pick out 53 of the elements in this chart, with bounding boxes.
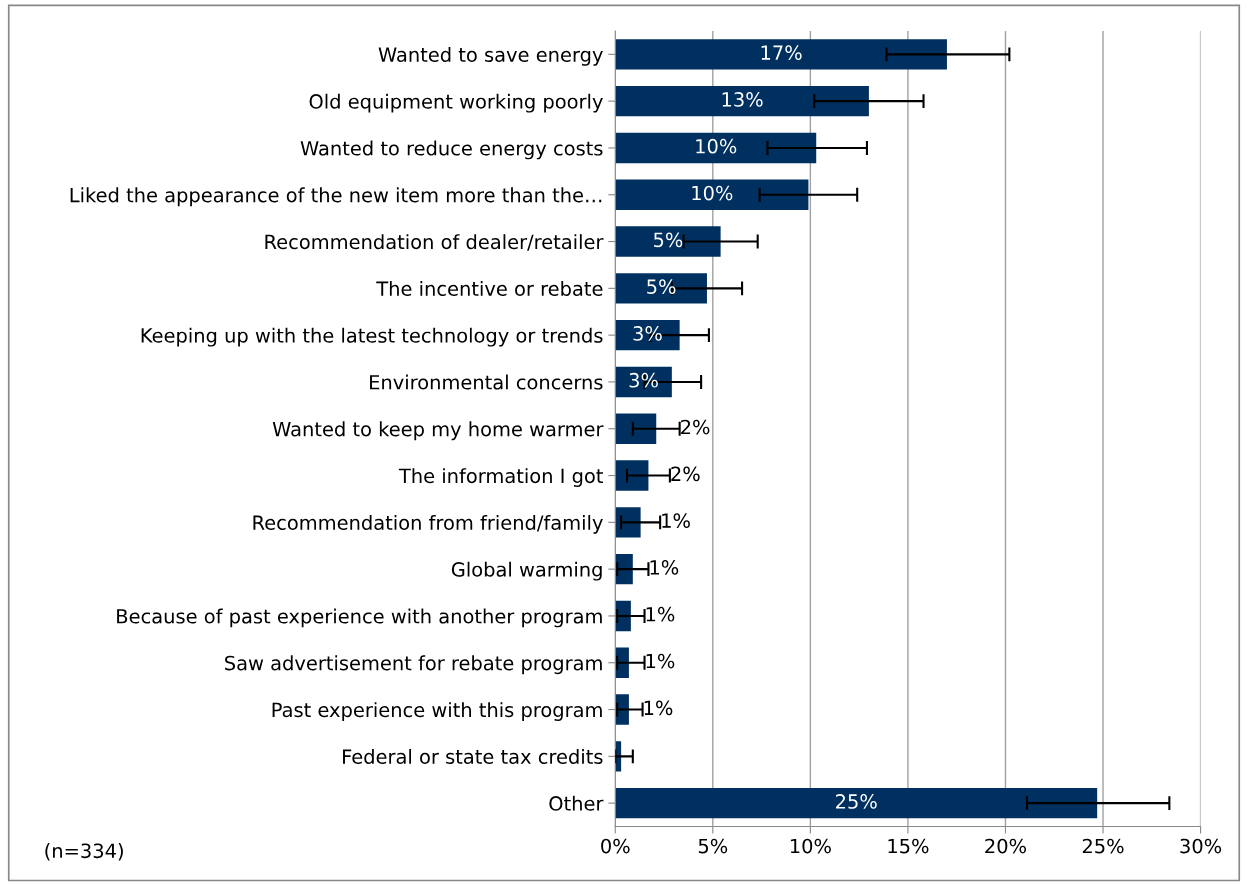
x-tick-label: 0% [601,838,630,854]
data-label: 25% [836,794,877,809]
x-tick-label: 5% [698,838,728,854]
bar [615,413,657,444]
data-label: 1% [662,513,690,528]
bar [615,319,680,351]
y-tick-label: Past experience with this program [272,702,602,721]
y-tick-label: Saw advertisement for rebate program [225,655,602,675]
x-tick-label: 15% [888,838,929,854]
bar [615,366,672,398]
data-label: 10% [696,138,737,154]
y-tick-label: The information I got [398,468,603,487]
y-tick-label: Recommendation of dealer/retailer [265,234,604,251]
y-tick-label: Other [549,795,604,811]
y-tick-label: Recommendation from friend/family [253,514,603,534]
y-tick-label: Wanted to save energy [378,46,603,66]
text: (n=334) [45,843,123,861]
y-tick-label: Wanted to reduce energy costs [300,140,603,160]
data-label: 5% [654,232,683,248]
y-tick-label: The incentive or rebate [376,280,603,296]
x-tick-label: 10% [790,838,831,854]
data-label: 10% [692,185,733,201]
data-label: 1% [646,653,675,669]
data-label: 17% [761,45,802,60]
y-tick-label: Environmental concerns [370,374,603,390]
y-tick-label: Wanted to keep my home warmer [272,421,604,441]
data-label: 3% [633,326,662,341]
data-label: 1% [646,606,675,622]
bar [615,179,809,210]
bar [615,787,1098,819]
data-label: 2% [671,466,700,482]
x-tick-label: 30% [1180,838,1222,854]
x-tick-label: 25% [1082,838,1124,854]
bar [615,132,817,164]
bar [615,273,707,304]
data-label: 13% [722,92,763,107]
data-label: 2% [681,419,710,435]
y-tick-label: Because of past experience with another program [117,608,602,628]
y-tick-label: Federal or state tax credits [343,748,603,764]
data-label: 3% [629,372,658,388]
y-tick-label: Liked the appearance of the new item more than the… [70,187,602,207]
y-tick-label: Old equipment working poorly [309,93,603,113]
bar [615,226,721,257]
x-tick-label: 20% [985,838,1027,854]
bar [615,460,649,491]
data-label: 1% [650,560,679,575]
data-label: 5% [647,279,676,294]
bar [615,39,947,70]
y-tick-label: Keeping up with the latest technology or trends [141,327,603,347]
data-label: 1% [644,700,673,716]
y-tick-label: Global warming [451,561,602,581]
bar [615,85,869,117]
bar [615,507,641,538]
